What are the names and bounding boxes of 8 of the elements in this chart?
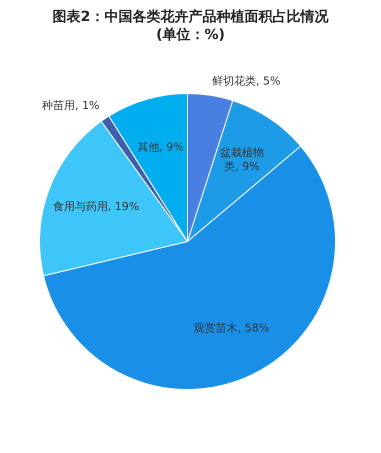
slice-label: 鲜切花类, 5% <box>212 74 280 88</box>
slice-label: 观赏苗木, 58% <box>194 322 270 335</box>
slice-label: 种苗用, 1% <box>42 99 100 112</box>
slice-label: 其他, 9% <box>137 140 184 154</box>
slice-label: 盆栽植物类, 9% <box>220 146 264 174</box>
chart-subtitle: (单位：%) <box>155 26 226 44</box>
slice-label: 食用与药用, 19% <box>52 200 140 214</box>
chart-title: 图表2：中国各类花卉产品种植面积占比情况 <box>52 8 330 26</box>
